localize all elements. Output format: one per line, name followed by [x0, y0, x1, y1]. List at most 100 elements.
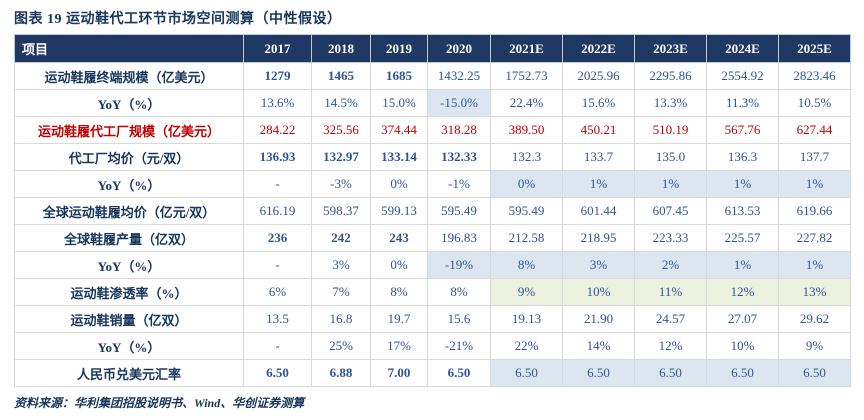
table-cell: 10% — [706, 332, 779, 360]
table-cell: 325.56 — [311, 116, 371, 144]
table-cell: 6.50 — [634, 359, 707, 387]
row-label: YoY（%） — [14, 170, 244, 198]
table-cell: 9% — [490, 278, 563, 306]
table-cell: 607.45 — [634, 197, 707, 225]
row-label: 运动鞋渗透率（%） — [14, 278, 244, 306]
table-cell: 6.88 — [311, 359, 371, 387]
table-cell: 15.0% — [370, 89, 428, 117]
table-row: 运动鞋履终端规模（亿美元） 1279 1465 1685 1432.25 1752.73 2… — [14, 62, 851, 90]
table-cell: 19.13 — [490, 305, 563, 333]
table-cell: 0% — [490, 170, 563, 198]
table-cell: 133.7 — [562, 143, 635, 171]
table-cell: 601.44 — [562, 197, 635, 225]
table-cell: 2554.92 — [706, 62, 779, 90]
table-row: YoY（%） -3% 0% -19% 8% 3% 2% 1% 1% — [14, 251, 851, 279]
column-header: 2018 — [311, 34, 371, 63]
table-cell: 243 — [370, 224, 428, 252]
table-cell: 132.33 — [427, 143, 491, 171]
table-cell: 14.5% — [311, 89, 371, 117]
table-cell: 196.83 — [427, 224, 491, 252]
table-cell: 1% — [778, 170, 851, 198]
table-cell: 374.44 — [370, 116, 428, 144]
table-cell: 627.44 — [778, 116, 851, 144]
table-cell: 510.19 — [634, 116, 707, 144]
table-cell: - — [243, 170, 312, 198]
table-cell: 9% — [778, 332, 851, 360]
row-label: 全球运动鞋履均价（亿元/双） — [14, 197, 244, 225]
table-cell: - — [243, 251, 312, 279]
table-cell: 136.3 — [706, 143, 779, 171]
table-cell: 0% — [370, 170, 428, 198]
table-cell: -19% — [427, 251, 491, 279]
row-label: YoY（%） — [14, 89, 244, 117]
table-cell: 19.7 — [370, 305, 428, 333]
table-cell: 14% — [562, 332, 635, 360]
table-cell: 613.53 — [706, 197, 779, 225]
table-cell: - — [243, 332, 312, 360]
table-cell: 27.07 — [706, 305, 779, 333]
header-row: 项目 2017 2018 2019 2020 2021E 2022E 2023E 2024E 20… — [14, 34, 851, 63]
table-cell: 6.50 — [490, 359, 563, 387]
table-cell: 15.6% — [562, 89, 635, 117]
table-cell: 25% — [311, 332, 371, 360]
row-label: 代工厂均价（元/双） — [14, 143, 244, 171]
column-header: 2019 — [370, 34, 428, 63]
table-cell: 13.3% — [634, 89, 707, 117]
table-cell: 16.8 — [311, 305, 371, 333]
table-cell: 616.19 — [243, 197, 312, 225]
table-cell: 1752.73 — [490, 62, 563, 90]
table-cell: 6.50 — [706, 359, 779, 387]
table-cell: 1279 — [243, 62, 312, 90]
table-cell: 450.21 — [562, 116, 635, 144]
row-label: 人民币兑美元汇率 — [14, 359, 244, 387]
table-cell: 6.50 — [243, 359, 312, 387]
table-row: 代工厂均价（元/双） 136.93 132.97 133.14 132.33 132.3 1… — [14, 143, 851, 171]
table-cell: 3% — [311, 251, 371, 279]
table-cell: 6% — [243, 278, 312, 306]
table-cell: 318.28 — [427, 116, 491, 144]
table-cell: 6.50 — [562, 359, 635, 387]
table-cell: -3% — [311, 170, 371, 198]
row-label: YoY（%） — [14, 251, 244, 279]
table-cell: 1432.25 — [427, 62, 491, 90]
table-row: 全球运动鞋履均价（亿元/双） 616.19 598.37 599.13 595.49 59… — [14, 197, 851, 225]
table-cell: 6.50 — [778, 359, 851, 387]
column-header: 2020 — [427, 34, 491, 63]
table-cell: 137.7 — [778, 143, 851, 171]
table-cell: 135.0 — [634, 143, 707, 171]
table-cell: 17% — [370, 332, 428, 360]
table-cell: 567.76 — [706, 116, 779, 144]
table-row: 运动鞋履代工厂规模（亿美元） 284.22 325.56 374.44 318.28 38… — [14, 116, 851, 144]
table-row: YoY（%） 13.6% 14.5% 15.0% -15.0% 22.4% 15.6% 13.… — [14, 89, 851, 117]
table-cell: 13% — [778, 278, 851, 306]
column-header: 2021E — [490, 34, 563, 63]
table-cell: 12% — [706, 278, 779, 306]
table-cell: 10% — [562, 278, 635, 306]
row-label: 运动鞋销量（亿双） — [14, 305, 244, 333]
market-space-table: 项目 2017 2018 2019 2020 2021E 2022E 2023E 2024E 20… — [14, 34, 851, 387]
table-cell: 389.50 — [490, 116, 563, 144]
table-cell: 12% — [634, 332, 707, 360]
table-cell: 22.4% — [490, 89, 563, 117]
table-cell: 1% — [706, 251, 779, 279]
table-cell: 29.62 — [778, 305, 851, 333]
table-row: 人民币兑美元汇率 6.50 6.88 7.00 6.50 6.50 6.50 6.50 6.50… — [14, 359, 851, 387]
row-label: YoY（%） — [14, 332, 244, 360]
table-cell: -1% — [427, 170, 491, 198]
table-cell: 225.57 — [706, 224, 779, 252]
table-cell: 132.97 — [311, 143, 371, 171]
table-cell: 13.5 — [243, 305, 312, 333]
table-cell: 1465 — [311, 62, 371, 90]
figure-title: 图表 19 运动鞋代工环节市场空间测算（中性假设） — [14, 12, 342, 27]
table-cell: 1% — [778, 251, 851, 279]
table-cell: 11.3% — [706, 89, 779, 117]
table-cell: 284.22 — [243, 116, 312, 144]
table-cell: 595.49 — [427, 197, 491, 225]
table-cell: 24.57 — [634, 305, 707, 333]
table-body: 运动鞋履终端规模（亿美元） 1279 1465 1685 1432.25 1752.73 2… — [14, 62, 851, 387]
table-cell: 132.3 — [490, 143, 563, 171]
table-cell: 242 — [311, 224, 371, 252]
table-cell: 1685 — [370, 62, 428, 90]
table-cell: 2025.96 — [562, 62, 635, 90]
row-label: 全球鞋履产量（亿双） — [14, 224, 244, 252]
